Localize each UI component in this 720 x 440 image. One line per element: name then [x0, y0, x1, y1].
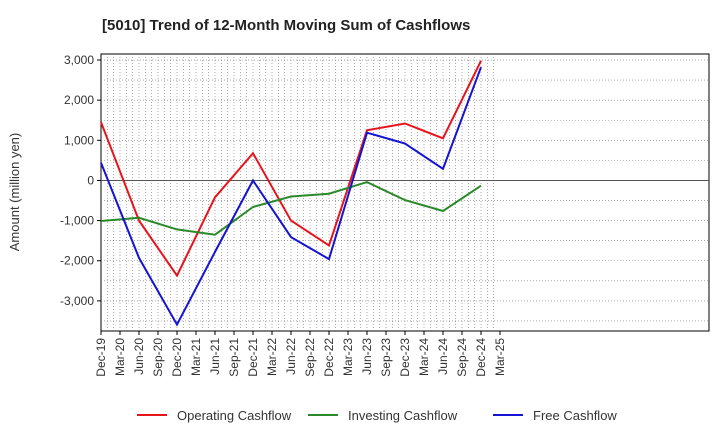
chart-title: [5010] Trend of 12-Month Moving Sum of C… — [102, 17, 470, 34]
y-axis: 3,000 2,000 1,000 0 -1,000 -2,000 -3,000 — [60, 53, 101, 308]
free-cashflow-line — [100, 66, 482, 327]
x-tick-label: Mar-20 — [113, 338, 127, 376]
x-tick-label: Sep-20 — [151, 338, 165, 377]
x-tick-label: Sep-24 — [455, 338, 469, 377]
legend: Operating Cashflow Investing Cashflow Free… — [137, 408, 617, 423]
grid — [101, 54, 709, 331]
y-tick-label: 0 — [87, 173, 94, 187]
x-tick-label: Jun-21 — [208, 338, 222, 375]
x-tick-label: Dec-21 — [246, 338, 260, 377]
operating-cashflow-legend-label: Operating Cashflow — [177, 408, 292, 423]
x-tick-label: Dec-19 — [94, 338, 108, 377]
x-tick-label: Sep-23 — [379, 338, 393, 377]
x-tick-label: Mar-21 — [189, 338, 203, 376]
x-tick-label: Mar-22 — [265, 338, 279, 376]
plot-area: 3,000 2,000 1,000 0 -1,000 -2,000 -3,000 Dec-19… — [60, 53, 710, 377]
y-tick-label: 2,000 — [64, 93, 94, 107]
x-tick-label: Mar-24 — [417, 338, 431, 376]
x-tick-label: Mar-23 — [341, 338, 355, 376]
x-tick-label: Dec-20 — [170, 338, 184, 377]
x-tick-label: Dec-22 — [322, 338, 336, 377]
x-tick-label: Jun-22 — [284, 338, 298, 375]
x-tick-label: Jun-23 — [360, 338, 374, 375]
y-axis-label: Amount (million yen) — [7, 133, 22, 252]
x-tick-label: Jun-20 — [132, 338, 146, 375]
investing-cashflow-line — [100, 181, 482, 236]
x-tick-label: Sep-21 — [227, 338, 241, 377]
x-tick-label: Mar-25 — [493, 338, 507, 376]
y-tick-label: 3,000 — [64, 53, 94, 67]
x-axis: Dec-19 Mar-20 Jun-20 Sep-20 Dec-20 Mar-21 Jun-… — [94, 331, 507, 377]
investing-cashflow-legend-label: Investing Cashflow — [348, 408, 458, 423]
x-tick-label: Dec-24 — [474, 338, 488, 377]
y-tick-label: -3,000 — [60, 294, 94, 308]
y-tick-label: 1,000 — [64, 133, 94, 147]
x-tick-label: Dec-23 — [398, 338, 412, 377]
free-cashflow-legend-label: Free Cashflow — [533, 408, 617, 423]
y-tick-label: -2,000 — [60, 254, 94, 268]
y-tick-label: -1,000 — [60, 214, 94, 228]
operating-cashflow-line — [100, 60, 482, 278]
x-tick-label: Sep-22 — [303, 338, 317, 377]
x-tick-label: Jun-24 — [436, 338, 450, 375]
